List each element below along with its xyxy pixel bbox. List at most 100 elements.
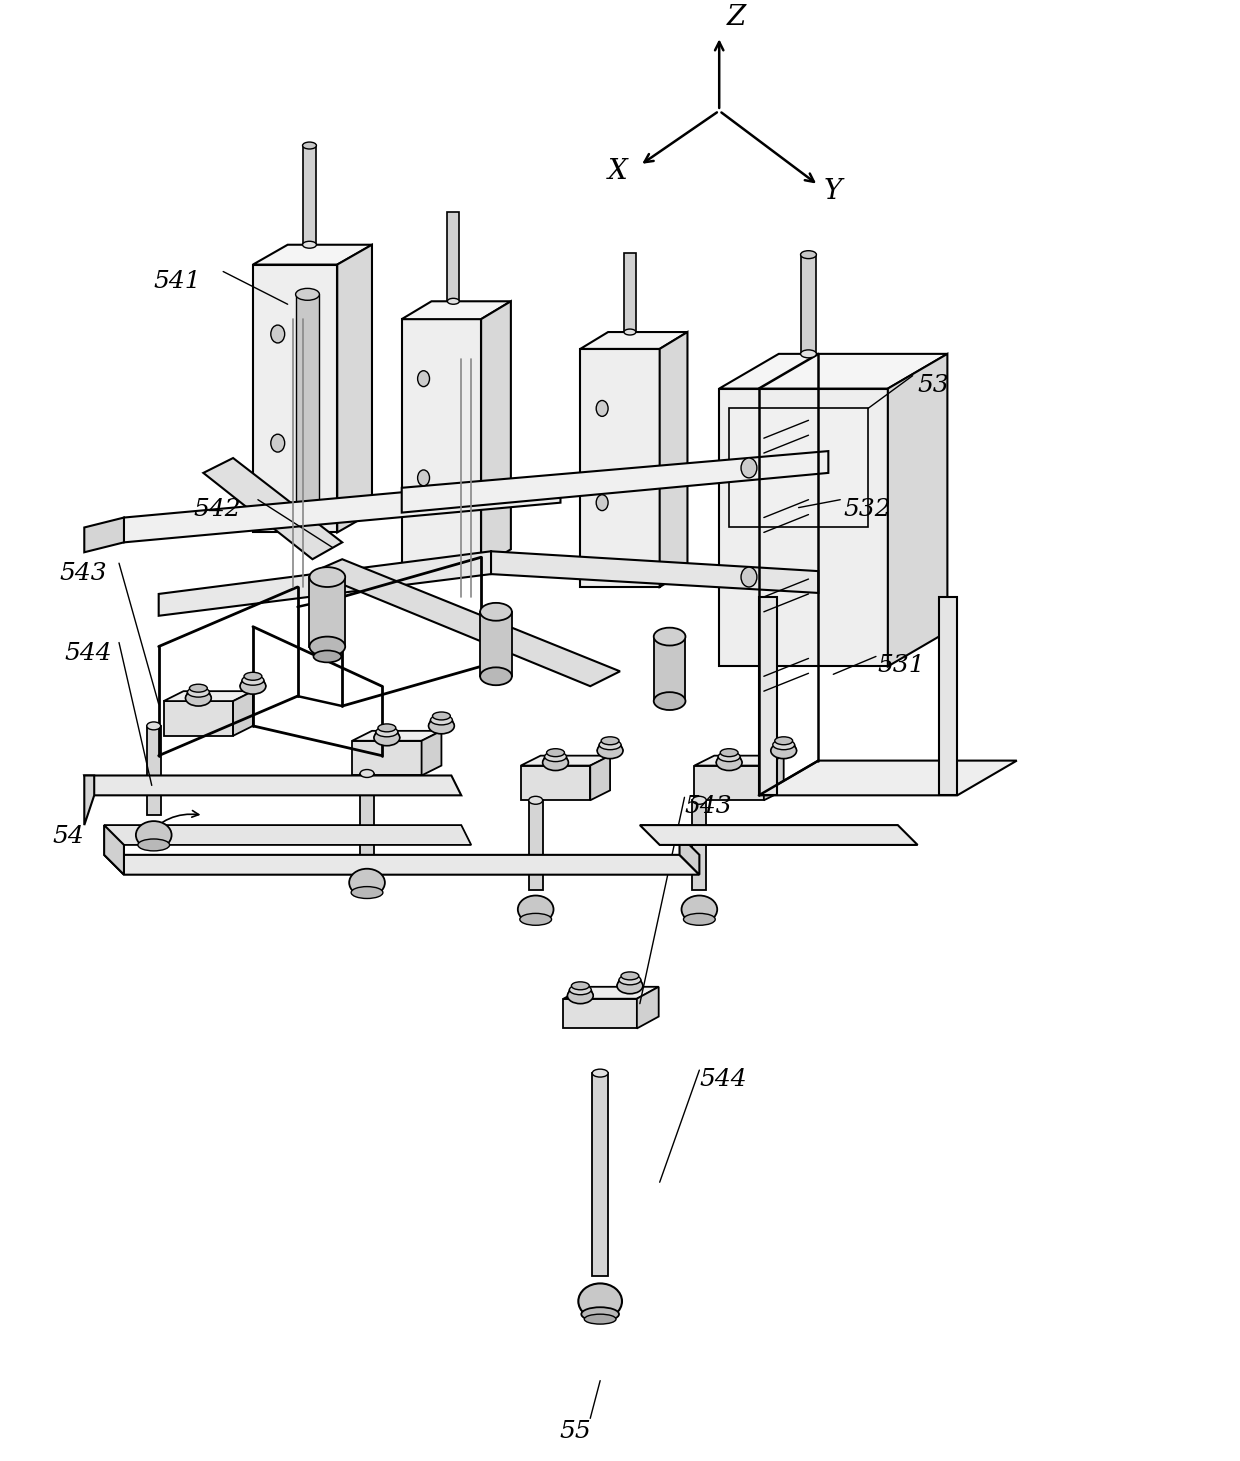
Ellipse shape bbox=[448, 298, 459, 304]
Ellipse shape bbox=[771, 742, 796, 758]
Ellipse shape bbox=[653, 628, 686, 646]
Ellipse shape bbox=[599, 739, 621, 749]
Polygon shape bbox=[759, 598, 776, 795]
Ellipse shape bbox=[310, 567, 345, 587]
Polygon shape bbox=[563, 986, 658, 999]
Polygon shape bbox=[164, 701, 233, 736]
Text: 542: 542 bbox=[193, 498, 241, 520]
Polygon shape bbox=[694, 755, 784, 766]
Polygon shape bbox=[580, 332, 687, 349]
Ellipse shape bbox=[720, 748, 738, 757]
Ellipse shape bbox=[568, 988, 593, 1004]
Ellipse shape bbox=[584, 1315, 616, 1324]
Polygon shape bbox=[402, 451, 828, 513]
Polygon shape bbox=[719, 354, 947, 389]
Polygon shape bbox=[303, 146, 316, 245]
Polygon shape bbox=[124, 478, 560, 542]
Polygon shape bbox=[660, 332, 687, 587]
Ellipse shape bbox=[433, 712, 450, 720]
Text: 544: 544 bbox=[699, 1068, 746, 1091]
Polygon shape bbox=[692, 801, 707, 890]
Polygon shape bbox=[580, 349, 660, 587]
Polygon shape bbox=[801, 254, 816, 354]
Polygon shape bbox=[940, 598, 957, 795]
Ellipse shape bbox=[187, 687, 210, 697]
Ellipse shape bbox=[578, 1283, 622, 1319]
Ellipse shape bbox=[378, 723, 396, 732]
Ellipse shape bbox=[376, 728, 398, 736]
Polygon shape bbox=[233, 691, 253, 736]
Ellipse shape bbox=[801, 349, 816, 358]
Ellipse shape bbox=[596, 400, 608, 416]
Ellipse shape bbox=[429, 717, 454, 733]
Ellipse shape bbox=[241, 678, 265, 694]
Ellipse shape bbox=[547, 748, 564, 757]
Ellipse shape bbox=[242, 675, 264, 685]
Ellipse shape bbox=[742, 459, 756, 478]
Polygon shape bbox=[480, 612, 512, 676]
Ellipse shape bbox=[351, 887, 383, 899]
Polygon shape bbox=[84, 517, 124, 552]
Ellipse shape bbox=[775, 736, 792, 745]
Ellipse shape bbox=[303, 241, 316, 248]
Ellipse shape bbox=[374, 730, 399, 745]
Ellipse shape bbox=[528, 796, 543, 804]
Ellipse shape bbox=[430, 714, 453, 725]
Polygon shape bbox=[653, 637, 686, 701]
Polygon shape bbox=[146, 726, 161, 815]
Polygon shape bbox=[104, 825, 124, 875]
Text: 532: 532 bbox=[843, 498, 890, 520]
Polygon shape bbox=[164, 691, 253, 701]
Polygon shape bbox=[84, 776, 461, 795]
Text: 53: 53 bbox=[918, 374, 950, 397]
Polygon shape bbox=[719, 389, 888, 666]
Polygon shape bbox=[448, 212, 459, 301]
Ellipse shape bbox=[350, 869, 384, 897]
Polygon shape bbox=[352, 741, 422, 776]
Polygon shape bbox=[694, 766, 764, 801]
Ellipse shape bbox=[717, 755, 742, 770]
Ellipse shape bbox=[598, 742, 622, 758]
Ellipse shape bbox=[520, 913, 552, 925]
Polygon shape bbox=[360, 773, 374, 863]
Ellipse shape bbox=[146, 722, 161, 730]
Ellipse shape bbox=[692, 796, 707, 804]
Ellipse shape bbox=[418, 470, 429, 487]
Polygon shape bbox=[337, 245, 372, 532]
Text: 531: 531 bbox=[878, 655, 925, 678]
Polygon shape bbox=[422, 730, 441, 776]
Ellipse shape bbox=[518, 896, 553, 923]
Polygon shape bbox=[310, 577, 345, 647]
Ellipse shape bbox=[303, 142, 316, 149]
Text: 543: 543 bbox=[684, 795, 732, 818]
Ellipse shape bbox=[360, 770, 374, 777]
Ellipse shape bbox=[190, 684, 207, 693]
Text: 544: 544 bbox=[64, 641, 112, 665]
Ellipse shape bbox=[619, 974, 641, 985]
Ellipse shape bbox=[801, 251, 816, 259]
Ellipse shape bbox=[593, 1069, 608, 1077]
Polygon shape bbox=[491, 551, 818, 593]
Polygon shape bbox=[481, 301, 511, 567]
Ellipse shape bbox=[295, 288, 320, 301]
Ellipse shape bbox=[310, 637, 345, 656]
Ellipse shape bbox=[621, 972, 639, 980]
Ellipse shape bbox=[544, 751, 567, 761]
Polygon shape bbox=[624, 253, 636, 332]
Ellipse shape bbox=[480, 668, 512, 685]
Ellipse shape bbox=[624, 329, 636, 335]
Polygon shape bbox=[84, 776, 94, 825]
Ellipse shape bbox=[582, 1308, 619, 1321]
Text: 541: 541 bbox=[154, 269, 201, 292]
FancyArrowPatch shape bbox=[145, 811, 198, 837]
Ellipse shape bbox=[601, 736, 619, 745]
Ellipse shape bbox=[682, 896, 717, 923]
Polygon shape bbox=[295, 294, 320, 523]
Ellipse shape bbox=[742, 567, 756, 587]
Ellipse shape bbox=[270, 434, 285, 451]
Polygon shape bbox=[590, 755, 610, 801]
Polygon shape bbox=[729, 409, 868, 527]
Polygon shape bbox=[402, 301, 511, 318]
Ellipse shape bbox=[480, 603, 512, 621]
Polygon shape bbox=[203, 459, 342, 560]
